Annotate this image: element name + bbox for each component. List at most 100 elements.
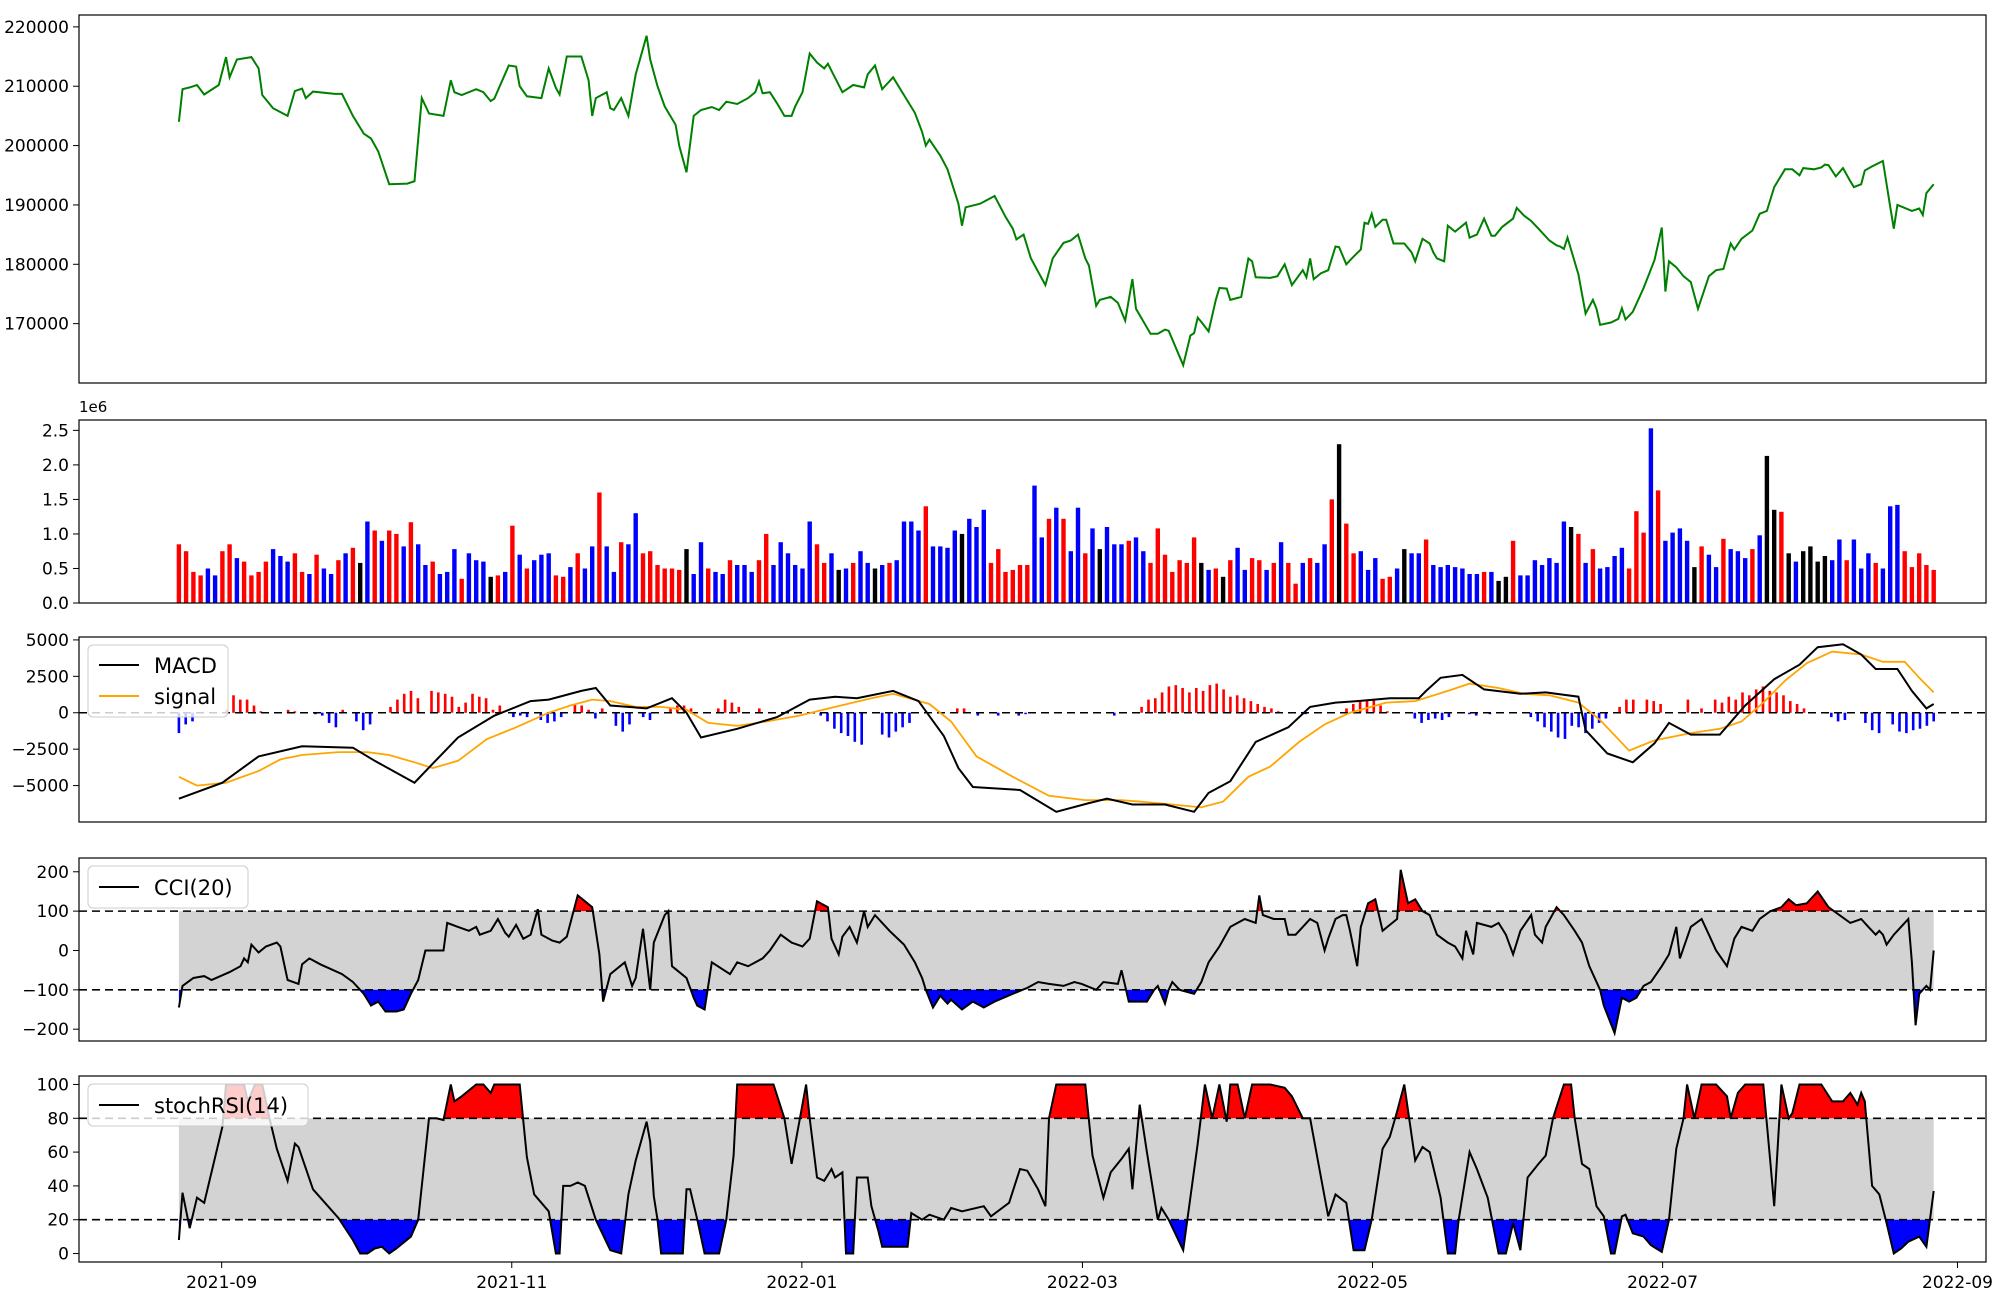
overbought-fill: [1788, 1084, 1867, 1119]
volume-bar: [256, 571, 261, 603]
macd-histogram-bar: [1468, 712, 1471, 715]
macd-histogram-bar: [1836, 712, 1840, 722]
legend-label-signal: signal: [154, 685, 216, 709]
macd-histogram-bar: [1700, 708, 1703, 713]
macd-histogram-bar: [464, 702, 467, 713]
overbought-fill: [1227, 1084, 1245, 1119]
volume-bar: [1322, 544, 1327, 603]
volume-bar: [1590, 549, 1596, 603]
volume-bar: [220, 551, 225, 603]
macd-histogram-bar: [239, 699, 242, 713]
volume-bar: [1815, 561, 1820, 603]
volume-bar: [1264, 569, 1269, 603]
volume-bar: [1119, 544, 1124, 603]
overbought-fill: [443, 1084, 524, 1119]
volume-bar: [1220, 576, 1226, 603]
volume-bar: [1104, 527, 1110, 603]
volume-bar: [1387, 576, 1392, 603]
overbought-fill: [735, 1084, 785, 1119]
macd-histogram-bar: [1270, 708, 1273, 713]
macd-histogram-bar: [1577, 712, 1580, 728]
volume-bar: [1046, 518, 1052, 603]
overbought-fill: [1397, 869, 1423, 912]
volume-bar: [764, 533, 769, 603]
y-tick-label: 5000: [26, 631, 69, 651]
volume-bar: [988, 562, 994, 603]
macd-histogram-bar: [1591, 712, 1594, 729]
volume-bar: [909, 521, 914, 603]
y-tick-label: 0.0: [42, 594, 69, 614]
macd-histogram-bar: [1932, 712, 1935, 722]
volume-bar: [1489, 571, 1494, 603]
macd-histogram-bar: [894, 712, 898, 732]
macd-histogram-bar: [1782, 695, 1785, 713]
volume-bar: [742, 565, 747, 603]
volume-bar: [1909, 567, 1915, 603]
volume-bar: [1286, 562, 1291, 603]
macd-histogram-bar: [1775, 692, 1778, 713]
volume-bar: [735, 565, 740, 603]
macd-histogram-bar: [478, 696, 481, 713]
volume-bar: [749, 571, 754, 603]
legend-label: stochRSI(14): [154, 1094, 288, 1118]
volume-bar: [488, 576, 493, 603]
macd-histogram-bar: [956, 708, 959, 713]
macd-histogram-bar: [723, 699, 727, 713]
volume-bar: [1830, 560, 1835, 603]
macd-histogram-bar: [1358, 701, 1362, 713]
volume-bar: [1431, 565, 1436, 603]
stochrsi-line: [177, 1083, 1935, 1256]
volume-bar: [263, 561, 269, 603]
macd-histogram-bar: [1256, 704, 1259, 713]
volume-bar: [459, 578, 464, 603]
volume-bar: [901, 521, 907, 603]
volume-bar: [394, 533, 399, 603]
y-tick-label: 0.5: [42, 559, 69, 579]
volume-bar: [677, 569, 682, 603]
volume-bar: [756, 560, 762, 603]
volume-bar: [1039, 537, 1044, 603]
macd-histogram-bar: [1720, 702, 1724, 713]
volume-bar: [1235, 547, 1240, 603]
macd-histogram-bar: [1365, 699, 1369, 713]
volume-bar: [553, 575, 559, 603]
volume-bar: [1641, 532, 1646, 603]
volume-bar: [1851, 539, 1857, 603]
y-tick-label: 0: [58, 1245, 69, 1265]
volume-bar: [307, 574, 312, 603]
volume-bar: [278, 556, 283, 603]
oversold-fill: [595, 1219, 626, 1254]
volume-bar: [720, 574, 725, 603]
volume-bar: [858, 551, 863, 603]
volume-bar: [1808, 546, 1813, 603]
volume-bar: [880, 565, 885, 603]
macd-histogram-bar: [1645, 699, 1649, 713]
volume-bar: [1743, 558, 1748, 603]
volume-bar: [1300, 562, 1305, 603]
x-tick-label: 2021-09: [186, 1273, 257, 1293]
macd-histogram-bar: [232, 695, 235, 713]
oversold-fill: [697, 1219, 727, 1254]
volume-bar: [358, 562, 363, 603]
macd-histogram-bar: [1870, 712, 1874, 731]
volume-bar: [1315, 562, 1320, 603]
volume-bar: [669, 568, 675, 603]
volume-bar: [1206, 569, 1211, 603]
volume-bar: [996, 549, 1001, 603]
macd-histogram-bar: [1474, 712, 1478, 716]
volume-bar: [205, 568, 211, 603]
oversold-fill: [1604, 1219, 1622, 1254]
x-tick-label: 2022-03: [1047, 1273, 1118, 1293]
macd-histogram-bar: [600, 708, 604, 713]
volume-bar: [1003, 571, 1008, 603]
volume-bar: [1931, 569, 1936, 603]
overbought-fill: [1049, 1084, 1089, 1119]
macd-histogram-bar: [1789, 701, 1792, 713]
volume-bar: [1772, 509, 1777, 603]
macd-histogram-bar: [669, 708, 672, 713]
volume-bar: [1728, 549, 1733, 603]
macd-histogram-bar: [491, 709, 495, 713]
macd-histogram-bar: [1229, 696, 1232, 713]
y-tick-label: −200: [22, 1020, 69, 1040]
volume-bar: [503, 571, 508, 603]
